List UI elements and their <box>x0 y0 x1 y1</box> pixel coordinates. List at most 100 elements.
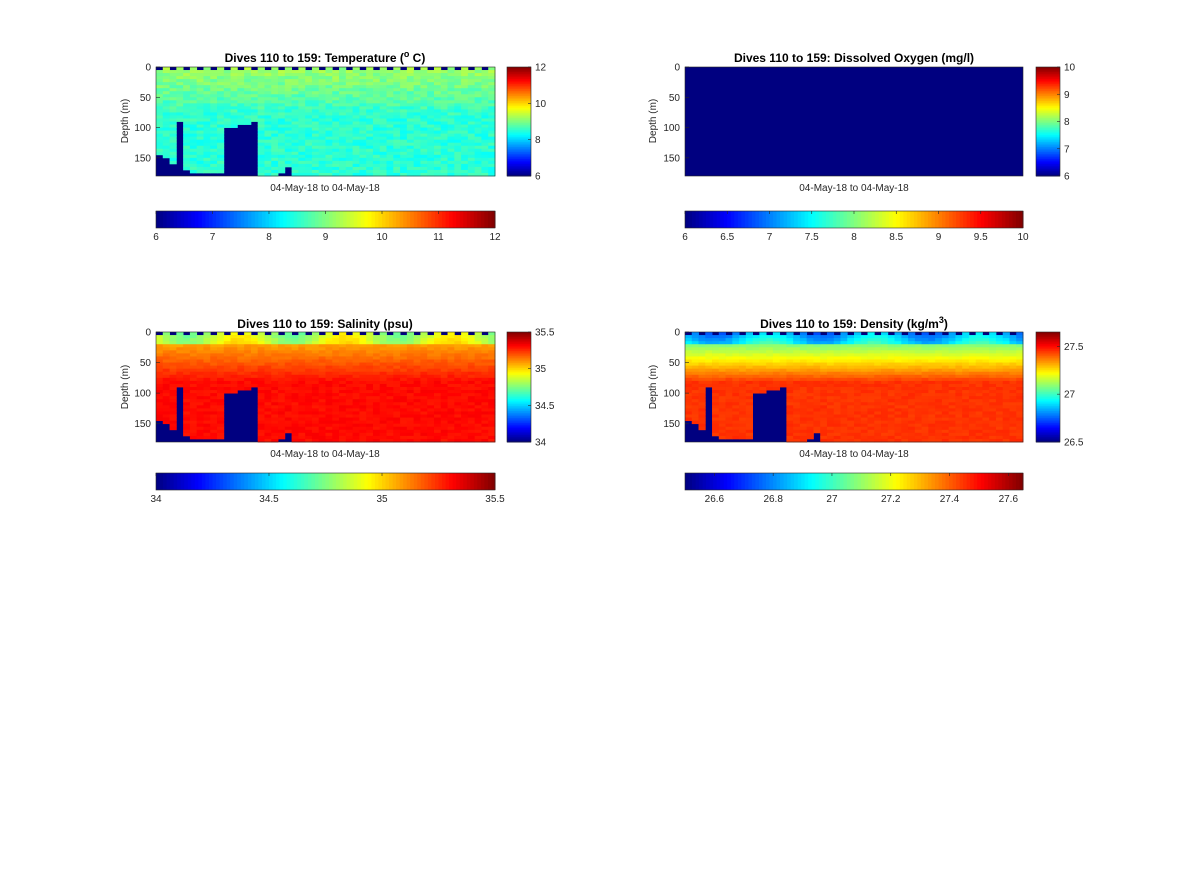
colorbar-segment <box>1036 90 1060 94</box>
heatmap-cell <box>386 368 394 373</box>
heatmap-cell <box>156 85 164 89</box>
heatmap-cell <box>203 136 211 141</box>
heatmap-cell <box>833 393 841 397</box>
heatmap-cell <box>339 356 347 360</box>
heatmap-cell <box>311 118 320 122</box>
heatmap-cell <box>176 383 184 388</box>
heatmap-cell <box>325 136 333 141</box>
heatmap-cell <box>745 341 753 345</box>
heatmap-cell <box>413 429 421 434</box>
heatmap-cell <box>271 121 279 125</box>
hcolorbar-segment <box>374 211 379 228</box>
hcolorbar-segment <box>466 473 471 490</box>
heatmap-cell <box>278 396 286 400</box>
heatmap-cell <box>887 365 895 370</box>
heatmap-cell <box>488 97 496 101</box>
heatmap-cell <box>223 335 231 339</box>
heatmap-cell <box>427 371 435 376</box>
heatmap-cell <box>284 380 292 385</box>
heatmap-cell <box>400 151 408 156</box>
heatmap-cell <box>230 353 238 357</box>
heatmap-cell <box>305 70 313 74</box>
heatmap-cell <box>691 368 699 373</box>
heatmap-cell <box>474 103 482 107</box>
heatmap-cell <box>447 154 455 159</box>
heatmap-cell <box>420 344 428 348</box>
heatmap-cell <box>691 341 699 345</box>
hcolorbar-segment <box>325 473 330 490</box>
heatmap-cell <box>339 414 347 418</box>
hcolorbar-segment <box>201 473 206 490</box>
heatmap-cell <box>372 154 381 159</box>
heatmap-cell <box>196 97 204 101</box>
heatmap-cell <box>393 405 401 409</box>
heatmap-cell <box>250 380 259 385</box>
heatmap-cell <box>271 148 279 153</box>
heatmap-cell <box>806 383 814 388</box>
heatmap-cell <box>278 338 286 342</box>
heatmap-cell <box>440 353 448 357</box>
heatmap-cell <box>237 365 245 370</box>
heatmap-cell <box>867 435 875 440</box>
heatmap-cell <box>467 166 476 171</box>
colorbar-tick-label: 12 <box>535 63 547 74</box>
colorbar-segment <box>1036 95 1060 99</box>
heatmap-cell <box>420 432 428 437</box>
heatmap-cell <box>271 368 279 373</box>
heatmap-cell <box>406 426 415 431</box>
heatmap-cell <box>433 426 442 431</box>
heatmap-cell <box>379 362 387 367</box>
heatmap-cell <box>196 106 204 110</box>
heatmap-cell <box>474 67 482 71</box>
heatmap-cell <box>820 417 828 422</box>
heatmap-cell <box>406 127 415 131</box>
heatmap-cell <box>406 97 415 101</box>
heatmap-cell <box>908 353 916 357</box>
heatmap-cell <box>467 139 476 144</box>
heatmap-cell <box>474 94 482 98</box>
heatmap-cell <box>325 121 333 125</box>
heatmap-cell <box>366 121 374 125</box>
hcolorbar-segment <box>758 211 763 228</box>
heatmap-cell <box>881 374 889 379</box>
heatmap-cell <box>427 172 435 177</box>
heatmap-cell <box>386 335 394 339</box>
heatmap-cell <box>210 94 218 98</box>
x-axis-label-oxygen: 04-May-18 to 04-May-18 <box>799 183 909 194</box>
heatmap-cell <box>244 365 252 370</box>
heatmap-cell <box>454 396 462 400</box>
heatmap-cell <box>481 100 489 104</box>
heatmap-cell <box>352 124 360 128</box>
heatmap-cell <box>433 347 442 351</box>
heatmap-cell <box>366 341 374 345</box>
hcolorbar-segment <box>177 211 182 228</box>
heatmap-cell <box>291 172 299 177</box>
heatmap-cell <box>718 350 726 354</box>
heatmap-cell <box>393 338 401 342</box>
heatmap-cell <box>339 429 347 434</box>
heatmap-cell <box>271 139 279 144</box>
heatmap-cell <box>454 402 462 406</box>
heatmap-cell <box>271 112 279 116</box>
heatmap-cell <box>250 338 259 342</box>
heatmap-cell <box>162 151 170 156</box>
heatmap-cell <box>440 169 448 174</box>
heatmap-cell <box>244 335 252 339</box>
colorbar-segment <box>507 385 531 388</box>
heatmap-cell <box>887 405 895 409</box>
heatmap-cell <box>352 438 360 443</box>
heatmap-cell <box>908 435 916 440</box>
heatmap-cell <box>745 380 753 385</box>
heatmap-cell <box>454 423 462 428</box>
heatmap-cell <box>786 414 794 418</box>
heatmap-cell <box>210 380 218 385</box>
heatmap-cell <box>874 338 882 342</box>
heatmap-cell <box>169 344 177 348</box>
heatmap-cell <box>447 100 455 104</box>
colorbar-segment <box>507 82 531 85</box>
heatmap-cell <box>257 118 265 122</box>
heatmap-cell <box>786 393 794 397</box>
heatmap-cell <box>474 109 482 113</box>
heatmap-cell <box>169 341 177 345</box>
heatmap-cell <box>372 341 381 345</box>
